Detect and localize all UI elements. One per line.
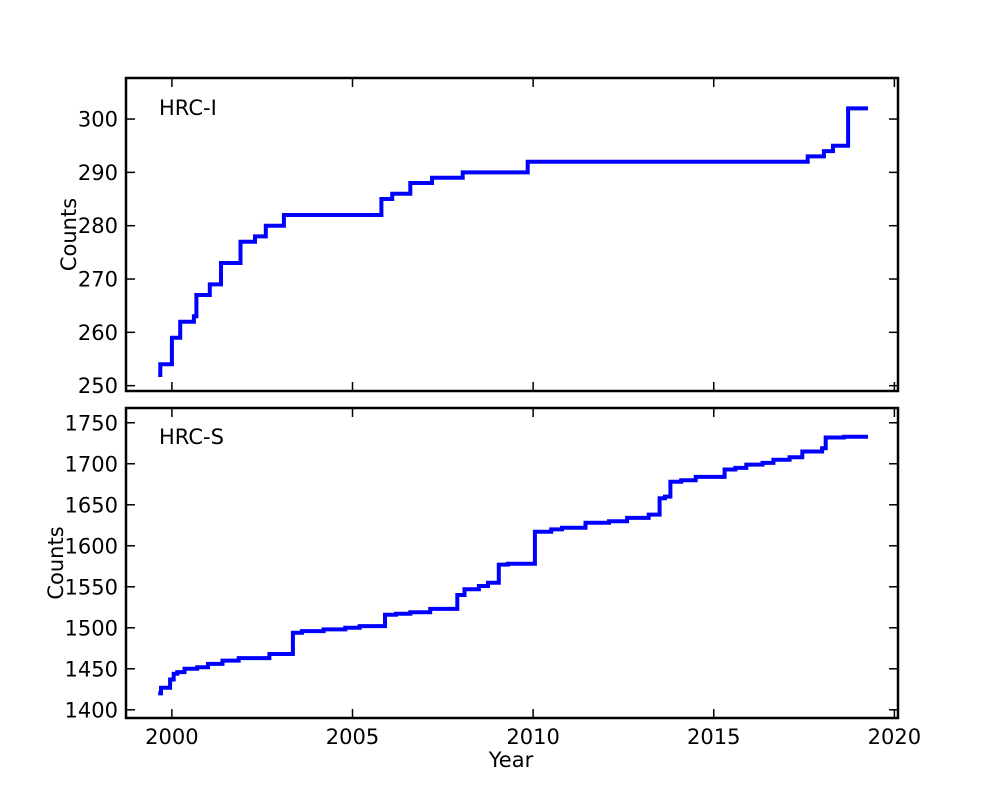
y-tick-label: 290 bbox=[78, 161, 118, 185]
y-tick-label: 260 bbox=[78, 321, 118, 345]
x-tick-label: 2005 bbox=[326, 725, 379, 749]
x-tick-label: 2000 bbox=[145, 725, 198, 749]
panel-border-hrc-i bbox=[124, 76, 900, 393]
y-tick-label: 1400 bbox=[65, 698, 118, 722]
hrc-s-line bbox=[158, 434, 868, 696]
y-tick-label: 1550 bbox=[65, 575, 118, 599]
y-tick-label: 300 bbox=[78, 108, 118, 132]
x-tick-label: 2010 bbox=[506, 725, 559, 749]
y-axis-label-top: Counts bbox=[57, 198, 81, 271]
y-tick-label: 1500 bbox=[65, 616, 118, 640]
y-tick-label: 1650 bbox=[65, 493, 118, 517]
x-tick-label: 2015 bbox=[687, 725, 740, 749]
y-tick-label: 270 bbox=[78, 268, 118, 292]
annotation-hrc-s: HRC-S bbox=[159, 425, 224, 449]
annotation-hrc-i: HRC-I bbox=[159, 96, 217, 120]
y-tick-label: 1450 bbox=[65, 657, 118, 681]
hrc-i-line bbox=[158, 106, 868, 377]
y-axis-label-bottom: Counts bbox=[44, 526, 68, 599]
y-tick-label: 280 bbox=[78, 214, 118, 238]
y-tick-label: 1700 bbox=[65, 452, 118, 476]
x-axis-label: Year bbox=[488, 748, 534, 772]
y-tick-label: 1750 bbox=[65, 411, 118, 435]
x-tick-label: 2020 bbox=[868, 725, 921, 749]
y-tick-label: 250 bbox=[78, 374, 118, 398]
panels-group: 250 260 270 280 290 300 2000 2005 2010 2015 2020 14… bbox=[65, 76, 921, 749]
y-tick-label: 1600 bbox=[65, 534, 118, 558]
panel-border-hrc-s bbox=[124, 406, 900, 720]
